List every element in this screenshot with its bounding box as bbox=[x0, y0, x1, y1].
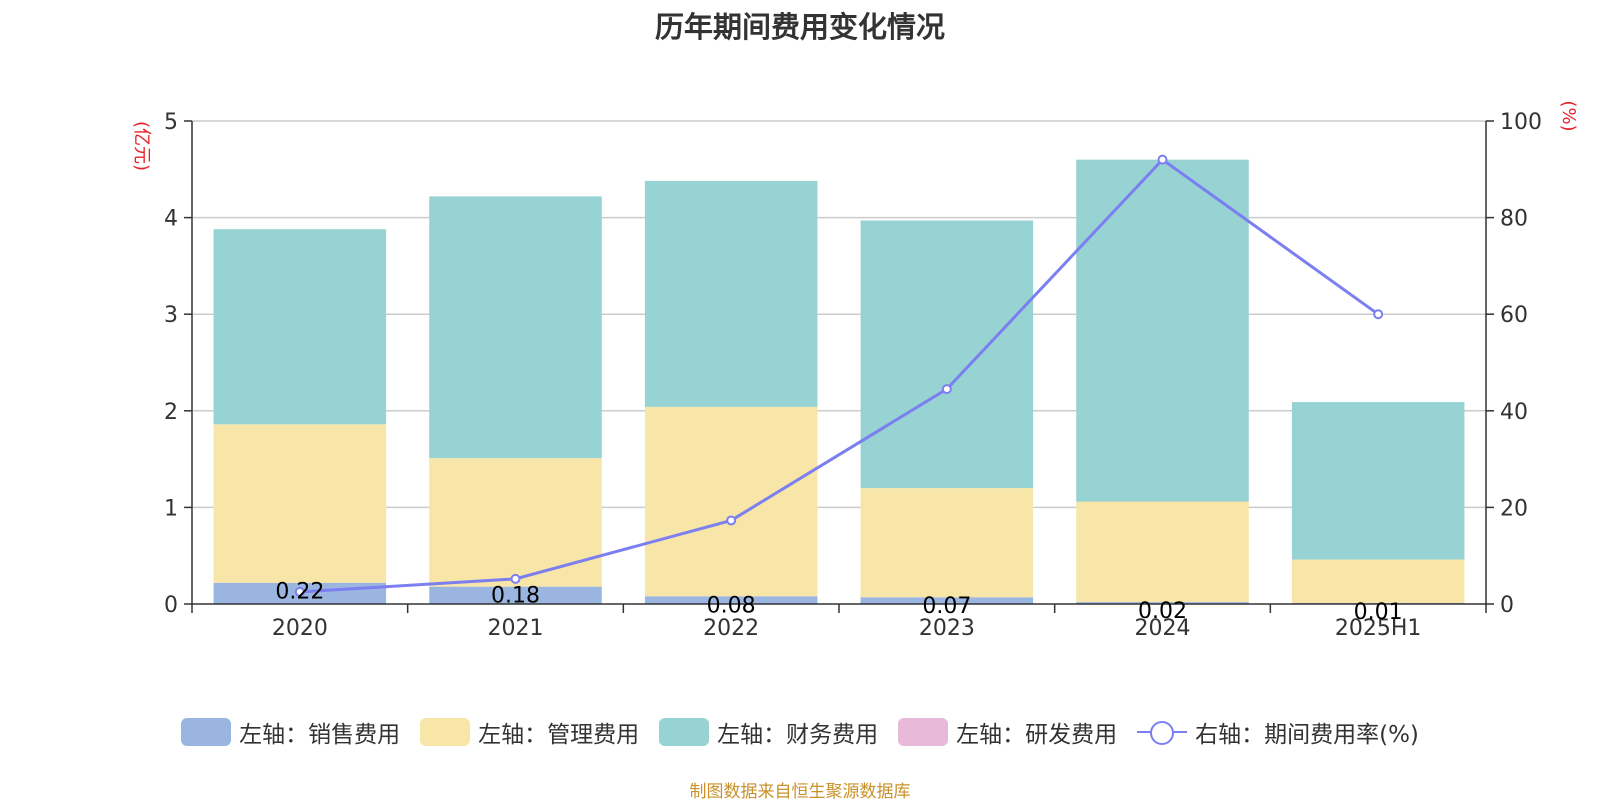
x-tick-label-2021: 2021 bbox=[488, 616, 544, 641]
bar-2024-s0 bbox=[1076, 602, 1249, 604]
data-labels: 0.22 0.18 0.08 0.07 0.02 0.01 bbox=[275, 580, 1402, 625]
bar-2023-s0 bbox=[860, 597, 1034, 604]
bar-2022-s2 bbox=[644, 180, 818, 407]
left-tick-label-4: 4 bbox=[164, 207, 178, 232]
bar-2023-s1 bbox=[860, 488, 1034, 598]
chart-canvas: 0 1 2 3 4 5 0 20 40 60 80 100 2020 2021 2022 2023 2024 20… bbox=[131, 100, 1579, 641]
bar-2021-s2 bbox=[429, 196, 602, 459]
left-tick-label-3: 3 bbox=[164, 303, 178, 328]
legend-label-finance: 左轴：财务费用 bbox=[717, 722, 879, 748]
left-tick-label-0: 0 bbox=[164, 593, 178, 618]
sales-label-2025H1: 0.01 bbox=[1354, 600, 1403, 625]
right-axis-unit: (%) bbox=[1558, 100, 1579, 131]
right-tick-label-100: 100 bbox=[1500, 110, 1542, 135]
x-tick-label-2023: 2023 bbox=[919, 616, 975, 641]
left-tick-label-2: 2 bbox=[164, 400, 178, 425]
sales-label-2020: 0.22 bbox=[275, 580, 324, 605]
grid-lines bbox=[192, 120, 1486, 509]
bar-2025H1-s2 bbox=[1291, 402, 1465, 560]
sales-label-2021: 0.18 bbox=[491, 584, 540, 609]
left-axis-unit: (亿元) bbox=[131, 121, 152, 171]
legend-swatch-finance bbox=[659, 718, 710, 746]
legend-swatch-admin bbox=[420, 718, 471, 746]
rate-line bbox=[294, 154, 1384, 597]
legend: 左轴：销售费用 左轴：管理费用 左轴：财务费用 左轴：研发费用 右轴：期间费用率… bbox=[0, 715, 1600, 749]
bar-2020-s1 bbox=[213, 424, 387, 583]
legend-item-admin[interactable]: 左轴：管理费用 bbox=[420, 715, 639, 749]
rate-point-2022 bbox=[726, 515, 737, 526]
bar-2025H1-s1 bbox=[1291, 559, 1465, 604]
x-tick-label-2022: 2022 bbox=[703, 616, 759, 641]
legend-label-rnd: 左轴：研发费用 bbox=[956, 722, 1118, 748]
legend-item-finance[interactable]: 左轴：财务费用 bbox=[659, 715, 878, 749]
legend-label-rate: 右轴：期间费用率(%) bbox=[1195, 722, 1419, 748]
bar-2022-s0 bbox=[644, 596, 818, 604]
legend-item-sales[interactable]: 左轴：销售费用 bbox=[181, 715, 400, 749]
legend-item-rate[interactable]: 右轴：期间费用率(%) bbox=[1137, 715, 1419, 749]
right-tick-label-60: 60 bbox=[1500, 303, 1528, 328]
legend-swatch-rate bbox=[1137, 718, 1188, 746]
legend-swatch-sales bbox=[181, 718, 232, 746]
bar-2024-s2 bbox=[1076, 159, 1249, 502]
legend-label-sales: 左轴：销售费用 bbox=[239, 722, 401, 748]
rate-point-2023 bbox=[941, 384, 952, 395]
right-tick-label-0: 0 bbox=[1500, 593, 1514, 618]
bar-2024-s1 bbox=[1076, 501, 1249, 603]
legend-item-rnd[interactable]: 左轴：研发费用 bbox=[898, 715, 1117, 749]
bar-2021-s1 bbox=[429, 458, 602, 587]
rate-point-2025H1 bbox=[1373, 309, 1384, 320]
sales-label-2024: 0.02 bbox=[1138, 599, 1187, 624]
right-tick-label-20: 20 bbox=[1500, 496, 1528, 521]
bars bbox=[213, 159, 1465, 604]
sales-label-2023: 0.07 bbox=[922, 594, 971, 619]
x-tick-label-2024: 2024 bbox=[1135, 616, 1191, 641]
right-tick-label-80: 80 bbox=[1500, 207, 1528, 232]
rate-point-2024 bbox=[1157, 154, 1168, 165]
rate-point-2021 bbox=[510, 573, 521, 584]
left-tick-label-5: 5 bbox=[164, 110, 178, 135]
x-tick-label-2025H1: 2025H1 bbox=[1335, 616, 1422, 641]
data-source-note: 制图数据来自恒生聚源数据库 bbox=[689, 782, 911, 802]
rate-line-path bbox=[299, 157, 1380, 594]
x-tick-label-2020: 2020 bbox=[272, 616, 328, 641]
legend-swatch-rnd bbox=[898, 718, 949, 746]
bar-2021-s0 bbox=[429, 586, 602, 604]
bar-2022-s1 bbox=[644, 406, 818, 597]
right-tick-label-40: 40 bbox=[1500, 400, 1528, 425]
rate-point-2020 bbox=[294, 586, 305, 597]
legend-label-admin: 左轴：管理费用 bbox=[478, 722, 640, 748]
axes: 0 1 2 3 4 5 0 20 40 60 80 100 2020 2021 2022 2023 2024 20… bbox=[164, 110, 1542, 641]
bar-2020-s2 bbox=[213, 229, 387, 425]
left-tick-label-1: 1 bbox=[164, 496, 178, 521]
chart-title: 历年期间费用变化情况 bbox=[654, 10, 945, 44]
sales-label-2022: 0.08 bbox=[707, 593, 756, 618]
bar-2023-s2 bbox=[860, 220, 1034, 489]
